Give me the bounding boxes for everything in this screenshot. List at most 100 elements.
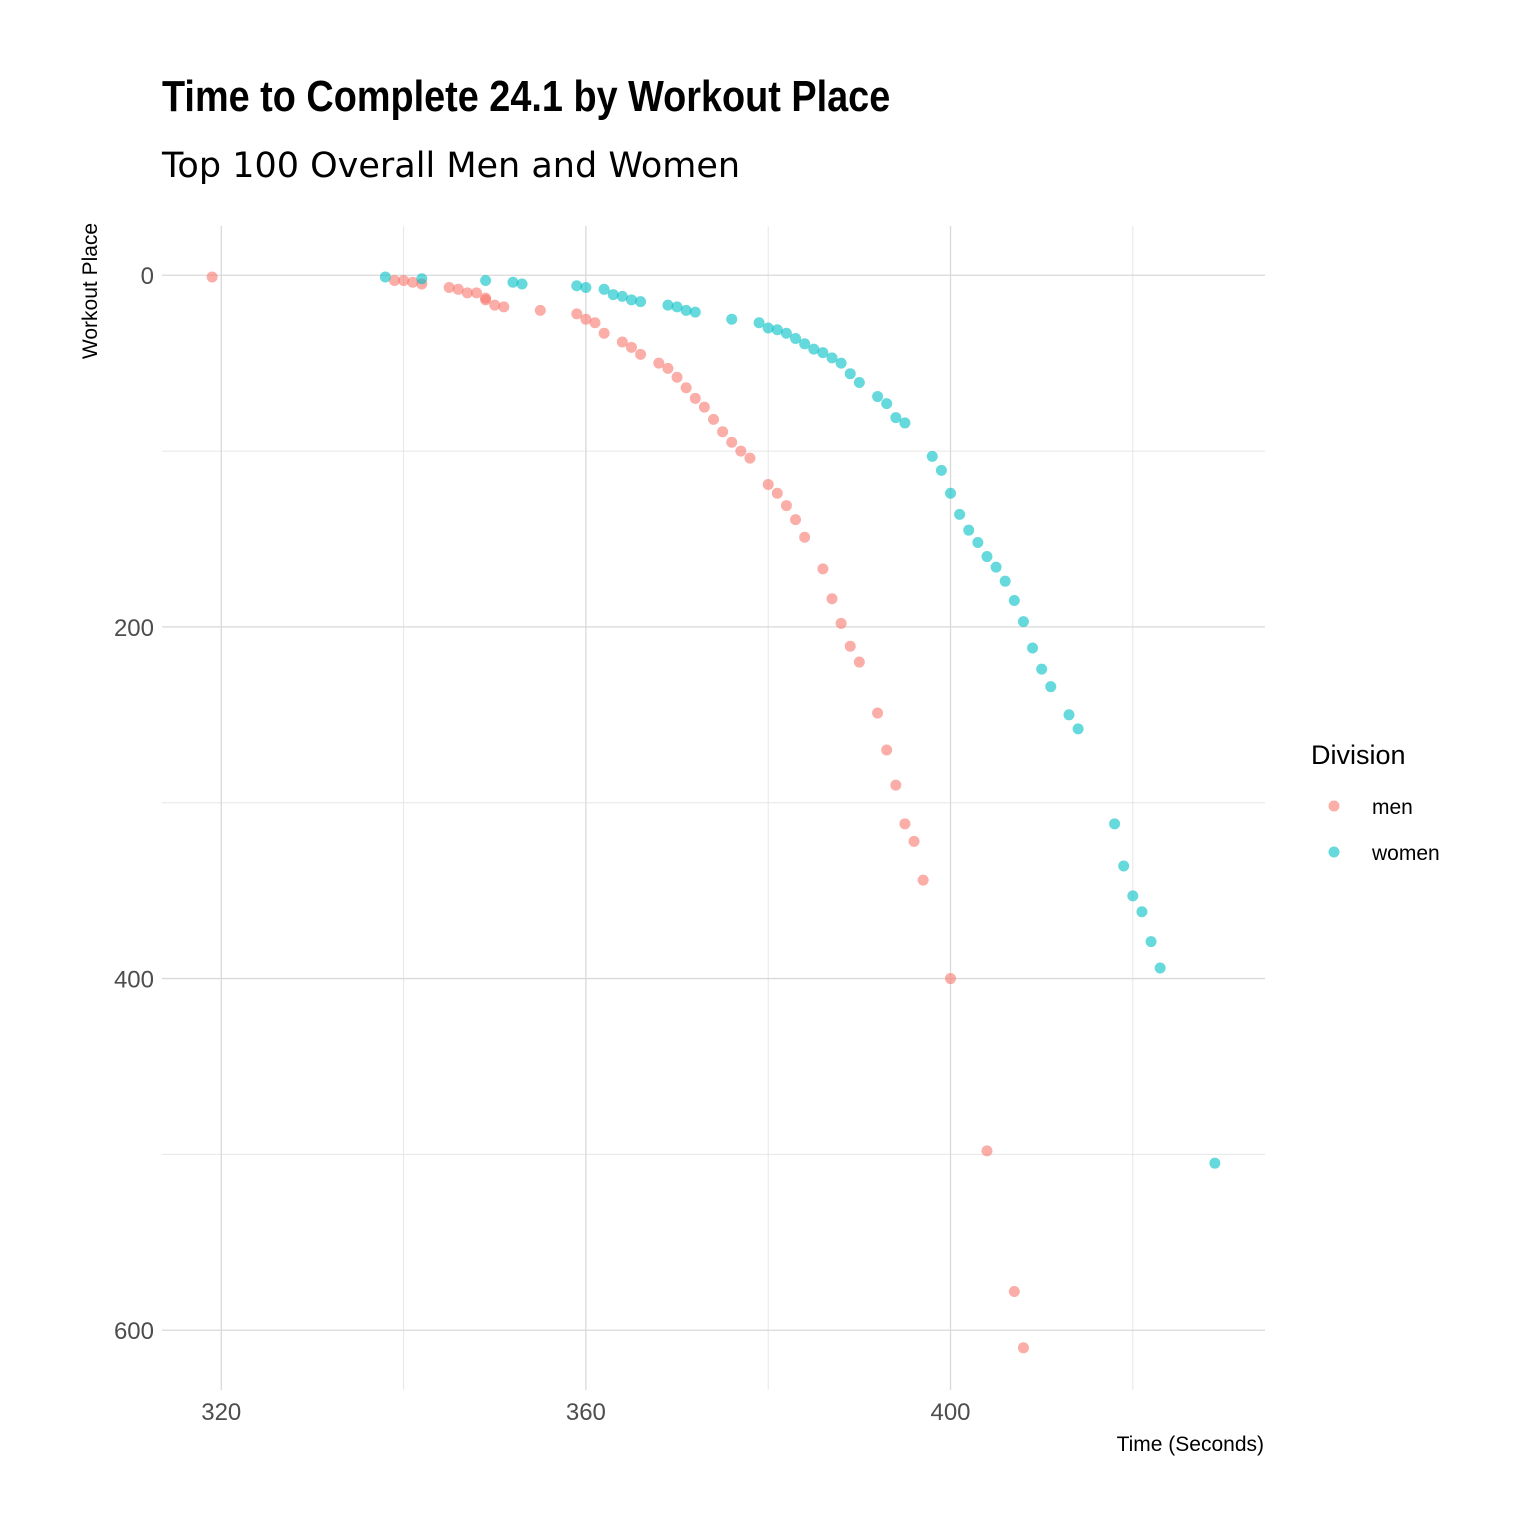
point-women: [507, 276, 519, 288]
point-men: [407, 276, 419, 288]
point-men: [534, 304, 546, 316]
point-women: [1209, 1157, 1221, 1169]
point-men: [616, 336, 628, 348]
point-women: [1063, 709, 1075, 721]
point-women: [1036, 663, 1048, 675]
point-men: [206, 271, 218, 283]
point-men: [388, 275, 400, 287]
point-women: [981, 551, 993, 563]
point-men: [589, 317, 601, 329]
point-women: [571, 280, 583, 292]
y-axis-tick-labels: 0 200 400 600: [114, 263, 154, 1345]
point-women: [680, 304, 692, 316]
point-men: [844, 640, 856, 652]
point-men: [470, 287, 482, 299]
point-women: [954, 508, 966, 520]
point-women: [826, 352, 838, 364]
point-women: [607, 289, 619, 301]
point-women: [835, 357, 847, 369]
legend: Division men women: [1311, 740, 1440, 865]
point-men: [945, 973, 957, 985]
point-men: [662, 362, 674, 374]
point-women: [480, 275, 492, 287]
x-axis-tick-labels: 320 360 400: [201, 1399, 970, 1426]
point-women: [945, 487, 957, 499]
point-men: [598, 327, 610, 339]
point-women: [999, 575, 1011, 587]
point-men: [580, 313, 592, 325]
point-women: [662, 299, 674, 311]
chart-subtitle: Top 100 Overall Men and Women: [162, 146, 741, 186]
point-men: [689, 392, 701, 404]
point-women: [671, 301, 683, 313]
point-men: [735, 445, 747, 457]
point-men: [498, 301, 510, 313]
major-gridlines: [162, 226, 1265, 1390]
point-men: [708, 413, 719, 425]
point-women: [935, 464, 947, 476]
data-points: [206, 271, 1221, 1354]
point-men: [489, 299, 501, 311]
point-men: [635, 348, 647, 360]
point-men: [1008, 1286, 1020, 1298]
point-women: [872, 391, 884, 403]
point-men: [625, 341, 637, 353]
point-men: [780, 500, 792, 512]
point-women: [416, 273, 428, 285]
x-tick-label: 320: [201, 1399, 241, 1426]
point-men: [653, 357, 665, 369]
point-men: [799, 531, 811, 543]
x-axis-title: Time (Seconds): [1117, 1433, 1264, 1456]
point-men: [771, 487, 783, 499]
point-women: [799, 338, 811, 350]
point-women: [817, 347, 829, 359]
point-women: [1008, 595, 1020, 607]
point-women: [790, 333, 802, 345]
point-women: [780, 327, 792, 339]
point-women: [1118, 860, 1130, 872]
point-men: [443, 282, 455, 294]
point-women: [516, 278, 528, 290]
point-women: [771, 324, 783, 336]
point-men: [817, 563, 829, 575]
point-men: [680, 382, 692, 394]
legend-title: Division: [1311, 740, 1406, 770]
point-men: [671, 371, 683, 383]
chart-title: Time to Complete 24.1 by Workout Place: [162, 72, 891, 121]
y-tick-label: 200: [114, 615, 154, 642]
x-tick-label: 360: [566, 1399, 606, 1426]
point-women: [1027, 642, 1039, 654]
point-men: [872, 707, 884, 719]
legend-label-women: women: [1371, 842, 1440, 865]
x-tick-label: 400: [930, 1399, 970, 1426]
point-men: [744, 452, 756, 464]
point-women: [1127, 890, 1139, 902]
y-axis-title: Workout Place: [79, 223, 102, 359]
point-women: [990, 561, 1002, 573]
point-women: [689, 306, 701, 318]
point-men: [698, 401, 710, 413]
point-women: [598, 283, 610, 295]
point-women: [926, 450, 938, 462]
y-tick-label: 0: [141, 263, 154, 290]
point-women: [1145, 936, 1157, 948]
point-men: [917, 874, 929, 886]
minor-gridlines: [162, 226, 1265, 1390]
point-women: [890, 412, 902, 424]
point-women: [379, 271, 391, 283]
point-men: [461, 287, 473, 299]
point-men: [717, 426, 729, 438]
point-men: [762, 478, 774, 490]
point-men: [452, 283, 464, 295]
point-men: [1017, 1342, 1029, 1354]
point-women: [726, 313, 738, 325]
point-women: [1017, 616, 1029, 628]
point-men: [899, 818, 911, 830]
point-women: [808, 343, 820, 355]
point-men: [398, 275, 410, 287]
point-women: [972, 536, 984, 548]
point-men: [480, 294, 492, 306]
point-women: [881, 398, 893, 410]
point-men: [881, 744, 893, 756]
